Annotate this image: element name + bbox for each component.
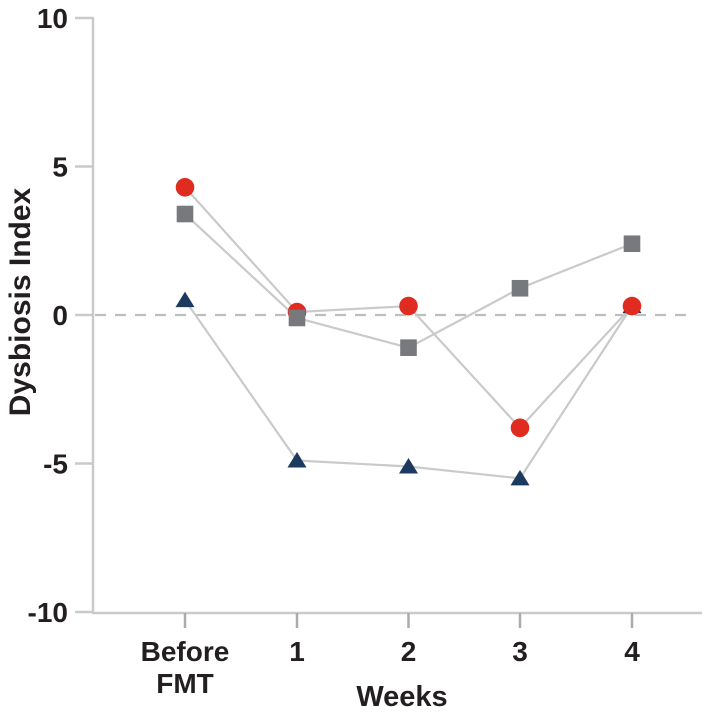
data-point-triangle <box>399 457 418 474</box>
data-point-square <box>623 235 641 253</box>
data-point-square <box>176 205 194 223</box>
gray-square-series-line <box>184 213 633 349</box>
y-tick-label: 10 <box>37 3 68 34</box>
y-tick-label: 5 <box>52 152 68 183</box>
data-point-square <box>511 279 529 297</box>
data-point-circle <box>510 418 530 438</box>
y-tick-label: -10 <box>28 597 68 628</box>
x-tick-label: 1 <box>289 636 305 667</box>
x-tick-label: 4 <box>624 636 640 667</box>
navy-triangle-series-line <box>184 299 633 480</box>
x-tick-label: 3 <box>512 636 528 667</box>
data-point-square <box>400 339 417 356</box>
data-point-triangle <box>510 469 530 486</box>
data-point-square <box>288 309 306 327</box>
y-tick-label: -5 <box>43 449 68 480</box>
data-point-circle <box>622 296 642 316</box>
data-point-triangle <box>175 291 195 308</box>
y-tick-label: 0 <box>52 300 68 331</box>
data-point-circle <box>399 296 418 316</box>
x-tick-label: 2 <box>401 636 417 667</box>
x-tick-label: Before FMT <box>141 636 230 699</box>
y-axis-title: Dysbiosis Index <box>4 187 37 416</box>
data-point-triangle <box>287 452 307 468</box>
x-axis-title: Weeks <box>356 681 447 713</box>
data-point-circle <box>175 177 195 197</box>
